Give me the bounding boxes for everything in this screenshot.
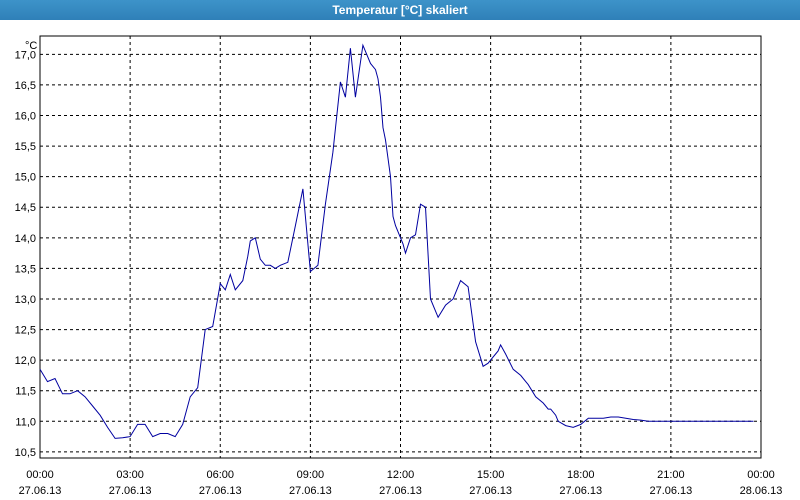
x-tick-time-label: 18:00 — [567, 469, 595, 481]
y-tick-label: 17,0 — [15, 49, 36, 61]
y-tick-label: 10,5 — [15, 447, 36, 459]
x-tick-date-label: 27.06.13 — [469, 485, 512, 497]
plot-frame — [39, 35, 762, 459]
x-tick-time-label: 15:00 — [477, 469, 505, 481]
x-axis-ticks: 00:00 27.06.13 03:00 27.06.13 06:00 27.06.13 0… — [19, 469, 783, 497]
y-tick-label: 14,5 — [15, 202, 36, 214]
x-tick-time-label: 12:00 — [387, 469, 415, 481]
x-tick-date-label: 27.06.13 — [19, 485, 62, 497]
x-tick-time-label: 00:00 — [747, 469, 775, 481]
x-tick-time-label: 06:00 — [206, 469, 234, 481]
y-tick-label: 11,5 — [15, 386, 36, 398]
x-tick-date-label: 28.06.13 — [740, 485, 783, 497]
x-tick-date-label: 27.06.13 — [559, 485, 602, 497]
y-tick-label: 15,0 — [15, 172, 36, 184]
y-tick-label: 16,5 — [15, 80, 36, 92]
x-tick-time-label: 09:00 — [297, 469, 325, 481]
x-tick-date-label: 27.06.13 — [289, 485, 332, 497]
grid-lines — [40, 36, 761, 458]
x-tick-date-label: 27.06.13 — [109, 485, 152, 497]
y-tick-label: 16,0 — [15, 111, 36, 123]
y-axis-ticks: 10,5 11,0 11,5 12,0 12,5 13,0 13,5 14,0 14,5 15,0… — [15, 49, 36, 459]
y-tick-label: 12,0 — [15, 355, 36, 367]
y-tick-label: 13,0 — [15, 294, 36, 306]
y-tick-label: 11,0 — [15, 416, 36, 428]
x-tick-date-label: 27.06.13 — [649, 485, 692, 497]
y-tick-label: 15,5 — [15, 141, 36, 153]
x-tick-time-label: 21:00 — [657, 469, 685, 481]
y-tick-label: 12,5 — [15, 325, 36, 337]
y-axis-unit-label: °C — [25, 40, 37, 52]
x-tick-date-label: 27.06.13 — [199, 485, 242, 497]
y-tick-label: 14,0 — [15, 233, 36, 245]
x-tick-date-label: 27.06.13 — [379, 485, 422, 497]
temperature-line-chart: °C 10,511,011,512,012,513,013,514,014,51… — [15, 35, 783, 497]
x-tick-time-label: 00:00 — [26, 469, 54, 481]
x-tick-time-label: 03:00 — [116, 469, 144, 481]
y-tick-label: 13,5 — [15, 263, 36, 275]
window-title: Temperatur [°C] skaliert — [0, 0, 800, 20]
temperature-series-line — [39, 43, 754, 439]
